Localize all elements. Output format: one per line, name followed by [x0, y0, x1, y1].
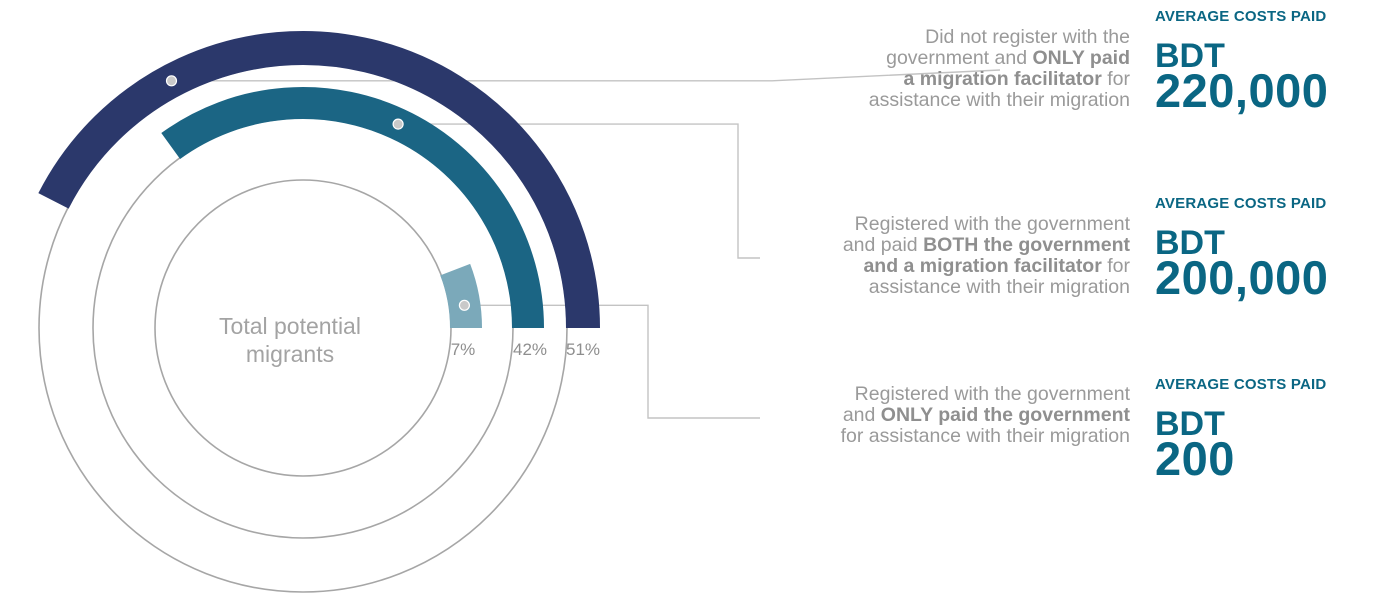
center-label: Total potential migrants	[190, 312, 390, 368]
cost-value: 220,000	[1155, 64, 1329, 117]
series-description-0: Did not register with the government and …	[710, 27, 1130, 111]
series-arcs	[38, 31, 600, 329]
leader-dots	[165, 75, 470, 311]
description-line: a migration facilitator for	[903, 68, 1130, 90]
center-label-line2: migrants	[245, 341, 335, 367]
description-line: assistance with their migration	[868, 276, 1130, 298]
emphasis-text: ONLY paid the government	[880, 404, 1130, 426]
cost-block-0: AVERAGE COSTS PAID BDT 220,000	[1155, 8, 1370, 117]
cost-block-1: AVERAGE COSTS PAID BDT 200,000	[1155, 195, 1370, 304]
series-arc-0	[38, 31, 600, 329]
leader-line-1	[398, 123, 760, 259]
value-label-42: 42%	[512, 340, 548, 359]
description-line: and paid BOTH the government	[842, 234, 1130, 256]
center-label-line1: Total potential	[219, 313, 361, 339]
description-line: assistance with their migration	[868, 89, 1130, 111]
series-arc-2	[440, 263, 483, 329]
cost-value: 200,000	[1155, 251, 1329, 304]
series-description-2: Registered with the government and ONLY p…	[710, 384, 1130, 447]
description-line: Did not register with the	[925, 26, 1130, 48]
value-label-51: 51%	[565, 340, 601, 359]
cost-heading: AVERAGE COSTS PAID	[1155, 8, 1327, 25]
description-line: and a migration facilitator for	[863, 255, 1130, 277]
value-label-7: 7%	[450, 340, 476, 359]
emphasis-text: ONLY paid	[1032, 47, 1130, 69]
description-line: government and ONLY paid	[886, 47, 1130, 69]
ring-track-2	[154, 179, 452, 477]
cost-heading: AVERAGE COSTS PAID	[1155, 376, 1327, 393]
leader-line-2	[464, 304, 760, 419]
cost-currency: BDT	[1155, 224, 1225, 262]
description-line: Registered with the government	[854, 213, 1130, 235]
cost-value: 200	[1155, 432, 1235, 485]
emphasis-text: and a migration facilitator	[863, 255, 1102, 277]
cost-currency: BDT	[1155, 37, 1225, 75]
leader-dot-0	[165, 75, 178, 87]
leader-line-0	[171, 69, 1001, 82]
series-arc-1	[161, 87, 544, 329]
leader-dot-2	[458, 299, 470, 311]
emphasis-text: a migration facilitator	[903, 68, 1102, 90]
series-description-1: Registered with the government and paid B…	[710, 214, 1130, 298]
emphasis-text: BOTH the government	[923, 234, 1130, 256]
leader-dot-1	[392, 118, 404, 130]
leader-lines	[171, 69, 1001, 419]
cost-block-2: AVERAGE COSTS PAID BDT 200	[1155, 376, 1370, 485]
cost-currency: BDT	[1155, 405, 1225, 443]
description-line: and ONLY paid the government	[842, 404, 1130, 426]
description-line: for assistance with their migration	[840, 425, 1130, 447]
cost-heading: AVERAGE COSTS PAID	[1155, 195, 1327, 212]
description-line: Registered with the government	[854, 383, 1130, 405]
